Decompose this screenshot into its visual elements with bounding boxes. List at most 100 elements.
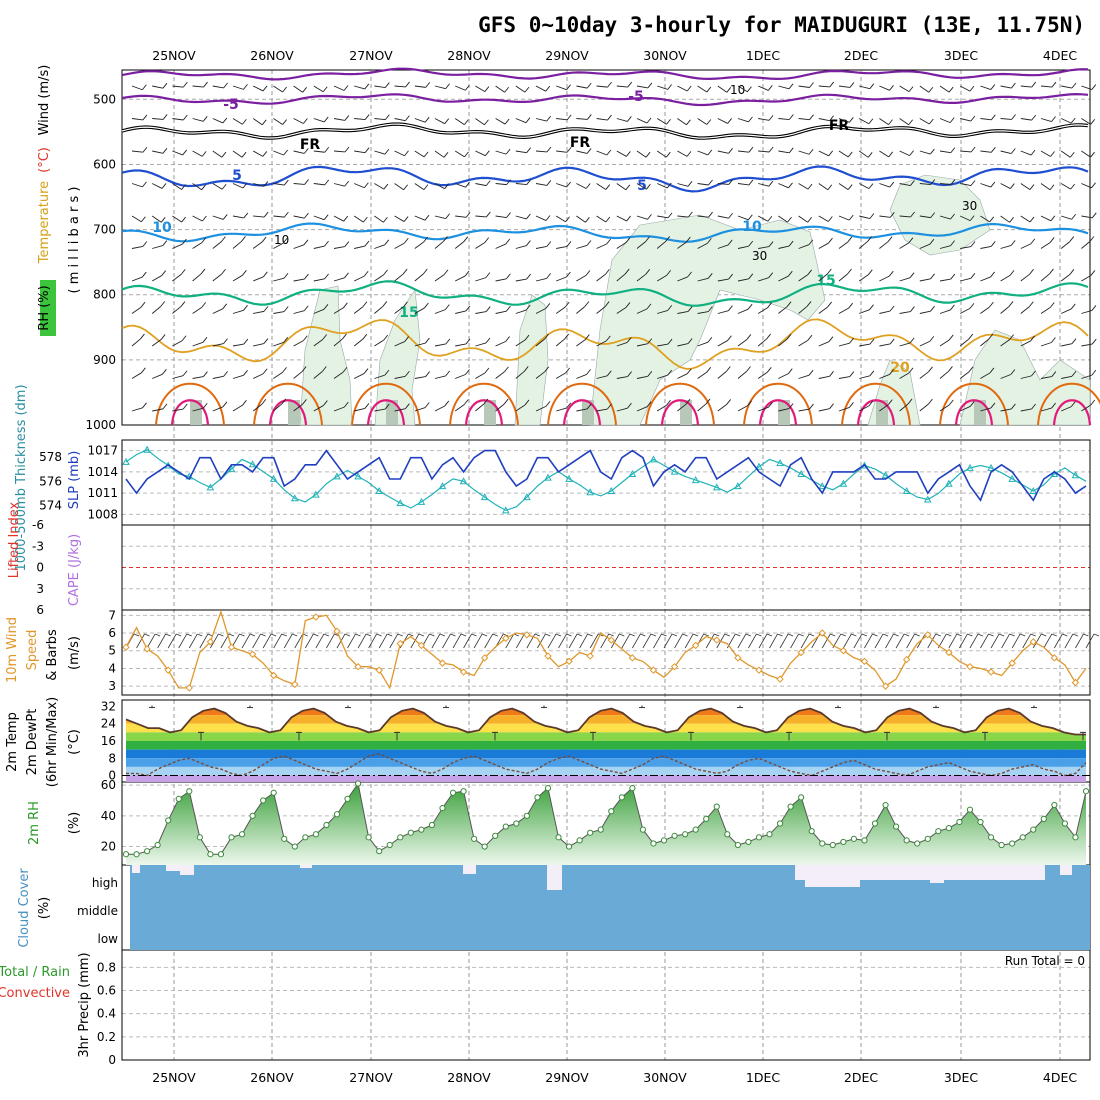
wind-barb [212,241,222,249]
wind-barb [717,371,727,379]
rh-point [998,841,1005,849]
wind-barb [1085,633,1095,649]
wind-barb-flag [302,87,307,93]
wind-barb [596,306,606,314]
wind-barb-flag [988,633,994,637]
wind-barb-flag [969,401,975,407]
date-label-top: 28NOV [447,48,491,63]
rh-label: 30 [962,199,977,213]
wind-barb-flag [687,271,692,278]
wind-barb [434,241,444,249]
wind-speed-point [312,613,320,621]
wind-speed-point [375,666,383,674]
wind-barb [495,118,506,125]
wind-barb-flag [888,119,893,125]
wind-barb-flag [403,237,409,244]
rh-point [724,831,731,838]
wind-barb-flag [586,240,592,246]
wind-barb [475,372,486,379]
wind-barb-flag [788,147,794,154]
wind-barb [452,633,462,649]
wind-barb-flag [990,402,996,409]
temp-band [126,766,1086,776]
rh-point [871,820,879,827]
wind-speed-point [628,654,637,662]
wind-barb-flag [1041,633,1047,637]
wind-barb-flag [910,180,915,186]
wind-barb-flag [786,333,792,340]
wind-tick: 5 [108,644,116,658]
wind-barb [657,343,669,347]
wind-barb [333,246,345,249]
wind-barb-flag [260,633,266,637]
rh-point [154,841,161,849]
wind-barb-flag [725,366,731,372]
slp-tick: 1008 [87,507,118,521]
wind-barb-flag [666,118,671,125]
temp-band [126,732,1086,741]
wind-barb-flag [180,301,186,307]
wind-barb-flag [1029,301,1034,307]
wind-barb [697,118,708,125]
thickness-point [375,486,384,494]
wind-barb-flag [323,400,328,406]
wind-barb-flag [241,151,247,158]
wind-barb-flag [705,398,711,405]
wind-barb [636,343,648,347]
wind-speed-point [164,666,172,674]
rh-point [734,841,741,849]
wind-barb [939,215,951,220]
wind-barb-flag [303,118,308,124]
wind-barb-flag [682,633,688,637]
wind-barb-flag [203,81,208,88]
slp-tick: 1014 [87,465,118,479]
rh-point [945,825,952,832]
wind-barb-flag [1029,269,1034,275]
wind-barb-flag [142,146,148,153]
wind-barb-flag [1050,151,1055,157]
rh-shading [190,174,1091,426]
wind-barb [374,85,386,88]
wind-barb-flag [868,183,874,189]
wind-barb [980,215,990,223]
wind-barb-flag [142,114,148,121]
wind-barb-flag [228,633,235,637]
wind-barb-flag [505,336,510,342]
thickness-point [333,472,341,480]
wind-barb [864,633,873,649]
wind-barb [293,404,303,412]
precip-label: 3hr Precip (mm) [77,952,92,1057]
wind-barb-flag [384,148,390,155]
wind-barb-flag [365,633,372,637]
wind-barb-flag [242,400,247,406]
li-tick: 6 [36,603,44,617]
rh-point [439,805,446,812]
rh-point [608,808,615,815]
wind-barb-flag [343,85,349,91]
wind-barb-flag [182,149,188,156]
contour-30 [366,399,406,426]
wind-barb [354,408,366,412]
wind-barb-flag [1091,338,1097,345]
wind-barb [1000,118,1012,120]
wind-barb [1081,241,1091,249]
wind-barb-flag [343,401,349,408]
wind-barb [192,85,204,88]
wind-barb [475,242,485,249]
wind-barb-flag [1051,402,1056,409]
wind-barb-flag [443,236,448,242]
rh-point [323,821,330,829]
wind-barb [333,307,344,314]
wind-barb [515,339,526,347]
wind-barb-flag [1010,148,1016,154]
wind-barb-flag [809,633,815,637]
wind-barb [131,118,143,121]
wind-barb [131,372,142,379]
wind-barb [960,183,972,186]
wind-barb-flag [748,240,754,247]
date-label-top: 2DEC [844,48,878,63]
wind-barb-flag [405,370,410,377]
wind-barb-flag [828,150,834,157]
wind-barb-flag [383,183,389,190]
wind-barb-flag [625,184,631,191]
